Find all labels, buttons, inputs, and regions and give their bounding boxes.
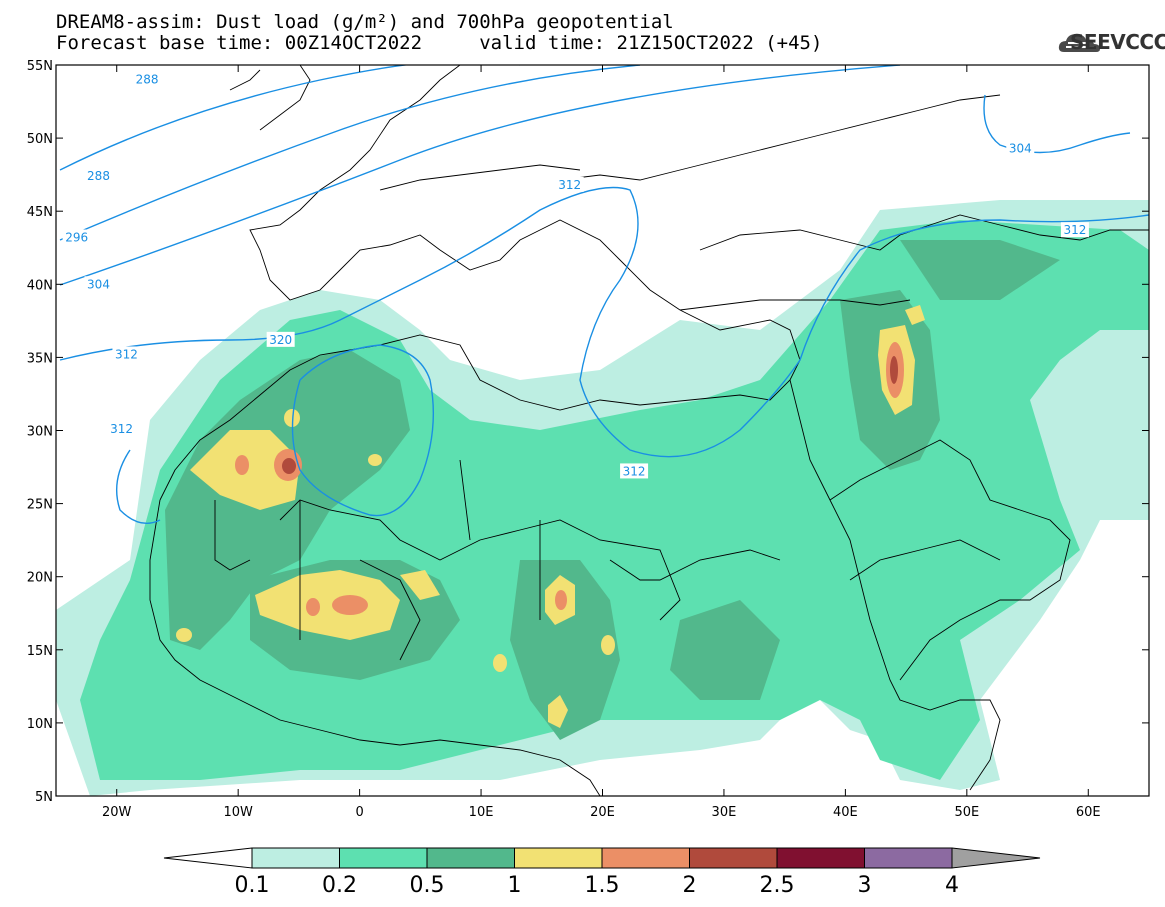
- contour-label-bg: [1060, 222, 1089, 238]
- contour-labels: 288 288 296 304 312 312 320 312 312 304 312: [62, 71, 1089, 479]
- lon-tick-label: 50E: [954, 805, 979, 820]
- colorbar-segment: [689, 847, 778, 869]
- lon-tick-label: 40E: [833, 805, 858, 820]
- lat-tick-label: 5N: [35, 790, 53, 805]
- lat-tick-label: 50N: [27, 132, 53, 147]
- contour-label: 304: [1009, 141, 1032, 155]
- colorbar-low-arrow: [163, 847, 253, 869]
- colorbar-level-label: 0.5: [410, 873, 445, 898]
- lat-tick-label: 55N: [27, 59, 53, 74]
- contour-label: 288: [136, 73, 159, 87]
- contour-label-bg: [266, 331, 295, 347]
- lat-tick-label: 10N: [27, 717, 53, 732]
- lon-tick-label: 30E: [712, 805, 737, 820]
- contour-label: 288: [87, 169, 110, 183]
- lon-tick-label: 60E: [1076, 805, 1101, 820]
- lat-tick-label: 20N: [27, 571, 53, 586]
- colorbar-level-label: 0.1: [235, 873, 270, 898]
- map-title: DREAM8-assim: Dust load (g/m²) and 700hP…: [56, 11, 674, 33]
- colorbar-level-label: 4: [945, 873, 959, 898]
- contour-label-bg: [112, 346, 141, 362]
- contour-label-bg: [1006, 140, 1035, 156]
- lon-tick-label: 10E: [469, 805, 494, 820]
- lon-tick-label: 20E: [590, 805, 615, 820]
- contour-label: 312: [1063, 223, 1086, 237]
- colorbar-level-label: 1: [508, 873, 522, 898]
- contour-label-bg: [84, 168, 113, 184]
- colorbar-segment: [601, 847, 690, 869]
- contour-label: 312: [623, 464, 646, 478]
- contour-label: 296: [65, 231, 88, 245]
- colorbar-level-label: 1.5: [585, 873, 620, 898]
- dust-fill-layer: [56, 200, 1149, 796]
- lon-tick-label: 0: [355, 805, 363, 820]
- contour-label-bg: [555, 176, 584, 192]
- colorbar-segment: [776, 847, 865, 869]
- colorbar-level-label: 2: [683, 873, 697, 898]
- contour-label: 312: [558, 178, 581, 192]
- lat-tick-label: 25N: [27, 498, 53, 513]
- lat-tick-label: 40N: [27, 278, 53, 293]
- contour-label: 312: [110, 422, 133, 436]
- lon-tick-label: 20W: [102, 805, 132, 820]
- forecast-time-line: Forecast base time: 00Z14OCT2022 valid t…: [56, 32, 823, 54]
- colorbar-high-arrow: [951, 847, 1041, 869]
- geopotential-contours: [59, 65, 1149, 524]
- contour-label-bg: [133, 71, 162, 87]
- lat-tick-label: 45N: [27, 205, 53, 220]
- colorbar-segment: [864, 847, 953, 869]
- contour-label: 304: [87, 277, 110, 291]
- contour-label-bg: [620, 463, 649, 479]
- contour-label: 320: [269, 333, 292, 347]
- coastline-layer: [149, 65, 1149, 796]
- seevccc-logo-text: SEEVCCC: [1070, 30, 1165, 54]
- axis-ticks: 55N 50N 45N 40N 35N 30N 25N 20N 15N 10N 5N 20W 10W 0 1…: [27, 59, 1149, 820]
- colorbar-segment: [339, 847, 428, 869]
- colorbar-level-label: 3: [858, 873, 872, 898]
- contour-label-bg: [62, 229, 91, 245]
- colorbar-level-label: 0.2: [322, 873, 357, 898]
- lat-tick-label: 30N: [27, 425, 53, 440]
- colorbar-segment: [514, 847, 603, 869]
- contour-label: 312: [115, 347, 138, 361]
- contour-label-bg: [107, 421, 136, 437]
- lon-tick-label: 10W: [223, 805, 253, 820]
- cloud-logo-icon: [1058, 34, 1100, 52]
- lat-tick-label: 15N: [27, 644, 53, 659]
- colorbar-level-label: 2.5: [760, 873, 795, 898]
- colorbar-segment: [426, 847, 515, 869]
- colorbar-segment: [251, 847, 340, 869]
- contour-label-bg: [84, 276, 113, 292]
- lat-tick-label: 35N: [27, 351, 53, 366]
